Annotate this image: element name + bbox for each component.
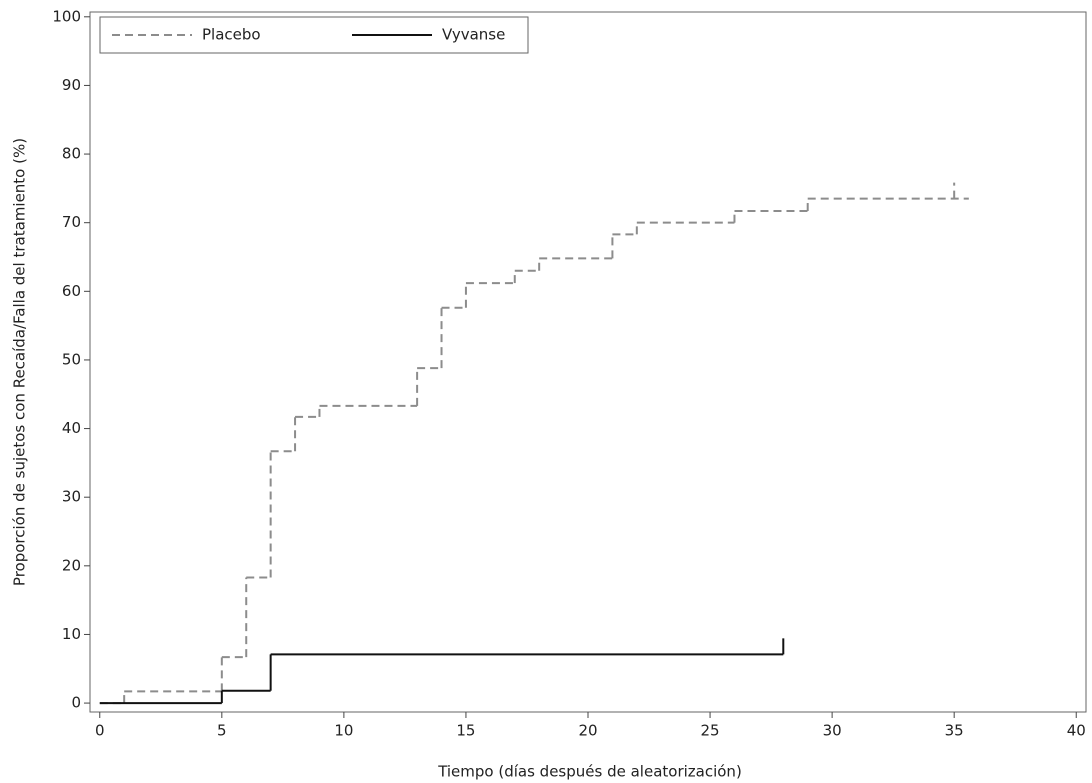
y-tick-label: 60	[62, 282, 81, 300]
x-tick-label: 35	[945, 722, 964, 740]
y-tick-label: 100	[52, 7, 81, 25]
y-axis-label: Proporción de sujetos con Recaída/Falla …	[11, 138, 29, 586]
y-tick-label: 20	[62, 556, 81, 574]
x-tick-label: 25	[701, 722, 720, 740]
y-tick-label: 80	[62, 145, 81, 163]
y-tick-label: 40	[62, 419, 81, 437]
legend-label: Placebo	[202, 26, 261, 44]
plot-frame	[89, 11, 1087, 713]
y-tick-label: 70	[62, 213, 81, 231]
x-tick-label: 5	[217, 722, 227, 740]
x-tick-label: 10	[334, 722, 353, 740]
x-tick-label: 0	[95, 722, 105, 740]
y-tick-label: 30	[62, 488, 81, 506]
x-axis-label: Tiempo (días después de aleatorización)	[437, 763, 742, 781]
y-tick-label: 50	[62, 350, 81, 368]
x-tick-label: 15	[456, 722, 475, 740]
x-tick-label: 20	[578, 722, 597, 740]
x-tick-label: 40	[1067, 722, 1086, 740]
y-tick-label: 10	[62, 625, 81, 643]
legend-label: Vyvanse	[442, 26, 505, 44]
y-tick-label: 90	[62, 76, 81, 94]
x-tick-label: 30	[823, 722, 842, 740]
y-tick-label: 0	[71, 694, 81, 712]
